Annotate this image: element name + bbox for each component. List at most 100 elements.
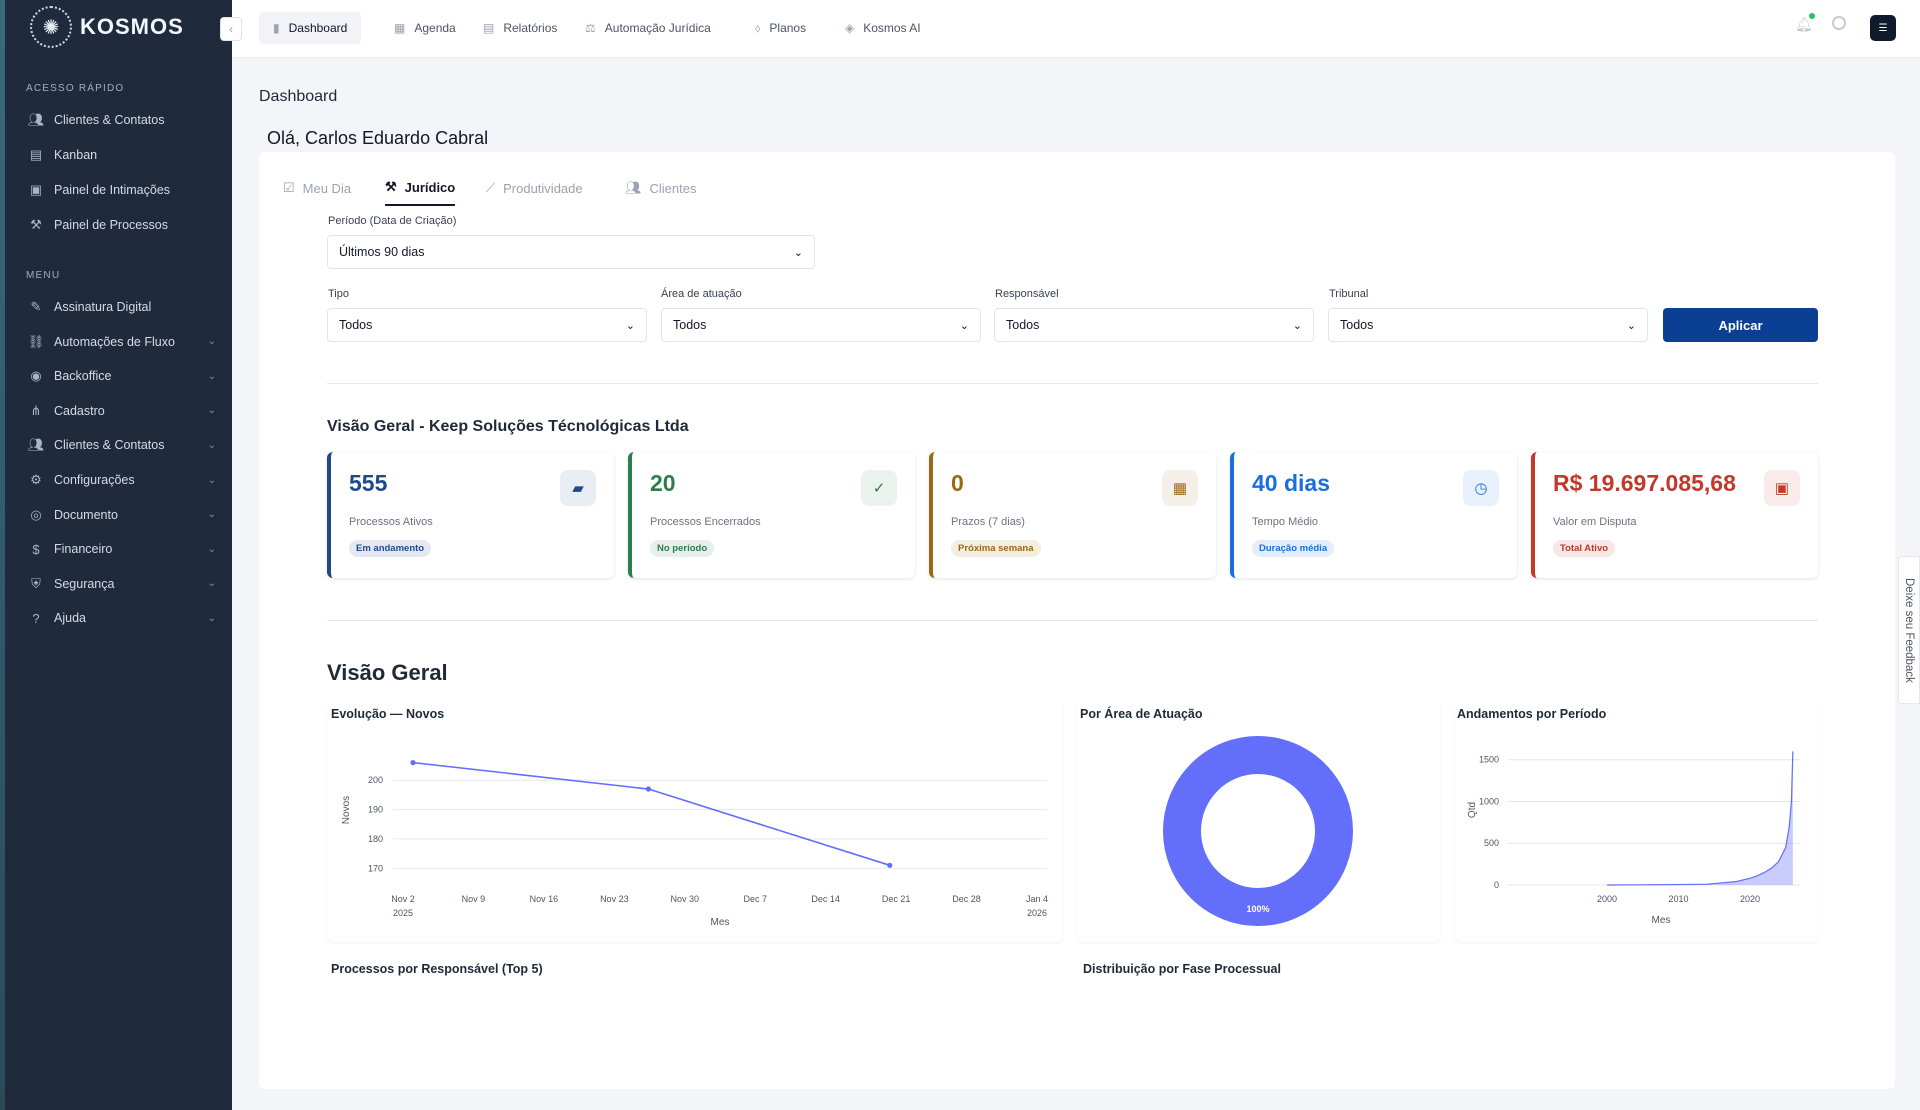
divider — [327, 383, 1818, 384]
bell-icon: 🔔︎ — [1795, 16, 1813, 32]
hammer-icon: ⚒ — [385, 179, 397, 194]
tipo-select[interactable]: Todos ⌄ — [327, 308, 647, 342]
kpi-label: Processos Ativos — [349, 516, 433, 528]
kpi-card: 555 Processos Ativos Em andamento ▰ — [327, 452, 614, 578]
kpi-value: 0 — [951, 470, 964, 496]
menu-item[interactable]: ⋔ Cadastro ⌄ — [26, 397, 216, 425]
sidebar-edge — [0, 0, 5, 1110]
ai-icon: ◈ — [845, 21, 855, 35]
inbox-icon: ▣ — [29, 182, 43, 197]
menu-item[interactable]: ⛨ Segurança ⌄ — [26, 570, 216, 598]
notification-dot — [1809, 13, 1815, 19]
x-tick-label: 2000 — [1597, 894, 1617, 904]
users-cog-icon: 👥︎ — [27, 112, 45, 127]
y-tick-label: 1000 — [1479, 796, 1499, 806]
quick-item-label: Clientes & Contatos — [54, 113, 165, 127]
topnav-label: Kosmos AI — [863, 21, 921, 35]
menu-item-label: Segurança — [54, 576, 115, 591]
tribunal-label: Tribunal — [1329, 288, 1369, 300]
topnav-item[interactable]: ▤ Relatórios — [469, 12, 571, 44]
menu-item[interactable]: ? Ajuda ⌄ — [26, 604, 216, 632]
history-button[interactable] — [1832, 16, 1846, 30]
topnav-item[interactable]: ⬨ Planos — [741, 12, 820, 44]
fase-chart-title: Distribuição por Fase Processual — [1083, 962, 1281, 976]
tab-item[interactable]: ☑ Meu Dia — [283, 170, 351, 206]
tab-item[interactable]: ⚒ Jurídico — [385, 170, 456, 206]
money-icon: $ — [32, 541, 40, 557]
menu-item[interactable]: 👥︎ Clientes & Contatos ⌄ — [26, 431, 216, 459]
notification-bell[interactable]: 🔔︎ — [1795, 13, 1815, 33]
charts-section-title: Visão Geral — [327, 660, 448, 685]
menu-item-label: Clientes & Contatos — [54, 438, 165, 453]
y-tick-label: 170 — [368, 863, 383, 873]
area-select[interactable]: Todos ⌄ — [661, 308, 981, 342]
quick-item[interactable]: ⚒ Painel de Processos — [26, 211, 216, 239]
topnav-item[interactable]: ▦ Agenda — [380, 12, 470, 44]
menu-item[interactable]: $ Financeiro ⌄ — [26, 535, 216, 563]
clock-icon — [1832, 16, 1846, 30]
kpi-label: Tempo Médio — [1252, 516, 1319, 528]
topnav-label: Automação Jurídica — [604, 21, 711, 35]
kpi-value: 20 — [650, 470, 676, 496]
kpi-label: Valor em Disputa — [1553, 516, 1637, 528]
quick-item[interactable]: ▣ Painel de Intimações — [26, 176, 216, 204]
x-tick-label: Dec 14 — [811, 894, 840, 904]
topnav-item[interactable]: ◈ Kosmos AI — [831, 12, 935, 44]
data-point[interactable] — [645, 786, 652, 792]
menu-item[interactable]: ◎ Documento ⌄ — [26, 501, 216, 529]
feedback-tab[interactable]: Deixe seu Feedback — [1898, 556, 1920, 704]
responsavel-chart-title: Processos por Responsável (Top 5) — [331, 962, 543, 976]
chevron-down-icon: ⌄ — [207, 612, 216, 624]
kanban-icon: ▤ — [29, 147, 43, 162]
tab-item[interactable]: 👥︎ Clientes — [625, 170, 696, 206]
user-avatar[interactable]: ☰ — [1870, 15, 1896, 41]
menu-item[interactable]: ⛓ Automações de Fluxo ⌄ — [26, 328, 216, 356]
overview-title: Visão Geral - Keep Soluções Técnológicas… — [327, 418, 689, 435]
quick-item-label: Kanban — [54, 148, 98, 162]
calendar-grid-icon: ▦ — [1162, 470, 1198, 506]
topnav-item[interactable]: ▮ Dashboard — [259, 12, 362, 44]
chevron-down-icon: ⌄ — [207, 509, 216, 521]
area-donut-chart: 100% — [1163, 736, 1353, 926]
pie-slice[interactable] — [1163, 736, 1353, 926]
tab-item[interactable]: ⟋ Produtividade — [486, 170, 583, 206]
flow-icon: ⛓ — [27, 333, 45, 349]
x-tick-label: 2010 — [1668, 894, 1688, 904]
kpi-label: Prazos (7 dias) — [951, 516, 1025, 528]
feedback-label: Deixe seu Feedback — [1903, 577, 1915, 683]
topnav-item[interactable]: ⚖ Automação Jurídica — [571, 12, 725, 44]
menu-item[interactable]: ◉ Backoffice ⌄ — [26, 362, 216, 390]
money-bill-icon: ▣ — [1764, 470, 1800, 506]
users-icon: 👥︎ — [625, 180, 642, 195]
topnav-label: Planos — [769, 21, 807, 35]
y-tick-label: 190 — [368, 805, 383, 815]
evolucao-card — [327, 700, 1063, 942]
kpi-card: R$ 19.697.085,68 Valor em Disputa Total At… — [1531, 452, 1818, 578]
tribunal-value: Todos — [1340, 318, 1374, 332]
menu-item[interactable]: ✎ Assinatura Digital — [26, 293, 216, 321]
menu-item[interactable]: ⚙ Configurações ⌄ — [26, 466, 216, 494]
apply-button[interactable]: Aplicar — [1663, 308, 1818, 342]
gavel-icon: ⚒ — [30, 217, 42, 232]
x-tick-label: Dec 28 — [952, 894, 981, 904]
brand-logo[interactable]: ✺ KOSMOS — [30, 6, 184, 48]
tribunal-select[interactable]: Todos ⌄ — [1328, 308, 1648, 342]
data-point[interactable] — [887, 862, 893, 868]
avatar-icon: ☰ — [1878, 22, 1888, 34]
x-tick-label: Jan 4 — [1026, 894, 1048, 904]
quick-item[interactable]: 👥︎ Clientes & Contatos — [26, 106, 216, 134]
period-select[interactable]: Últimos 90 dias ⌄ — [327, 235, 815, 269]
kpi-value: 555 — [349, 470, 388, 496]
x-axis-label: Mes — [1652, 915, 1671, 926]
x-tick-label: Dec 7 — [743, 894, 767, 904]
chevron-down-icon: ⌄ — [207, 543, 216, 555]
series-line — [1607, 751, 1794, 886]
x-axis-label: Mes — [711, 917, 730, 928]
quick-item[interactable]: ▤ Kanban — [26, 141, 216, 169]
responsavel-select[interactable]: Todos ⌄ — [994, 308, 1314, 342]
x-tick-year: 2025 — [393, 908, 413, 918]
menu-item-label: Assinatura Digital — [54, 300, 152, 314]
data-point[interactable] — [410, 760, 416, 766]
collapse-sidebar-button[interactable]: ‹ — [220, 17, 242, 41]
chevron-down-icon: ⌄ — [625, 319, 635, 332]
